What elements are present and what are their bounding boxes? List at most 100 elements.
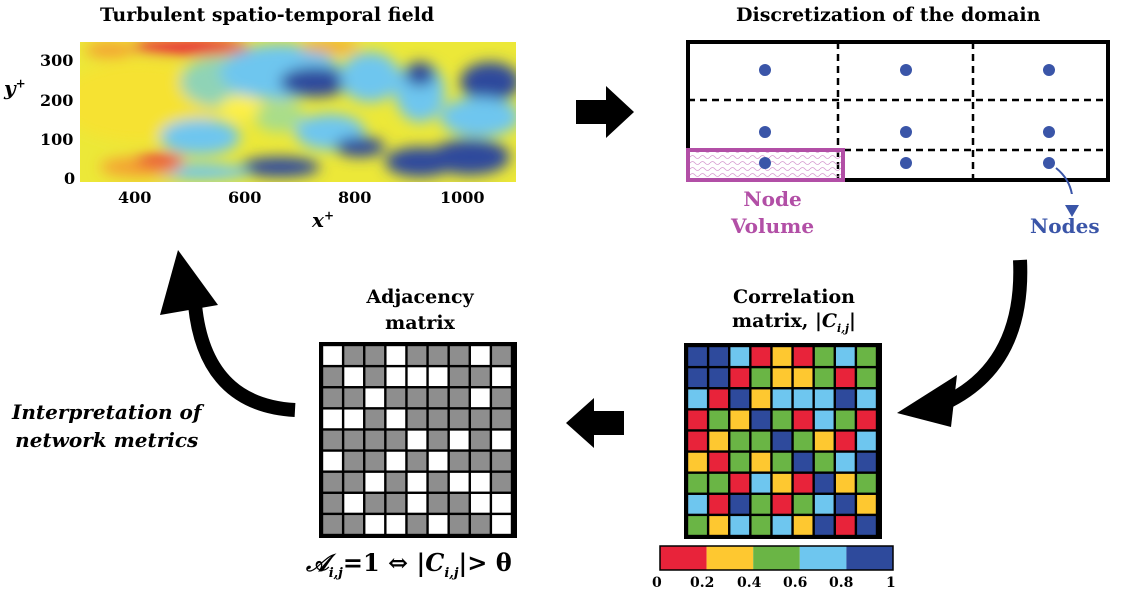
turbulent-field-image (80, 42, 516, 182)
correlation-cell (688, 431, 707, 451)
adjacency-cell (407, 430, 427, 450)
correlation-cell (772, 431, 792, 451)
adjacency-cell (407, 388, 427, 408)
adjacency-cell (492, 346, 511, 365)
x-tick: 1000 (440, 188, 485, 207)
adjacency-cell (449, 367, 469, 387)
correlation-cell (835, 473, 855, 493)
correlation-cell (709, 452, 729, 472)
adjacency-cell (449, 493, 469, 513)
adjacency-cell (492, 515, 511, 534)
adjacency-cell (449, 388, 469, 408)
adjacency-cell (323, 493, 342, 513)
correlation-cell (814, 431, 834, 451)
correlation-cell (793, 494, 813, 514)
correlation-cell (814, 389, 834, 409)
adjacency-cell (492, 388, 511, 408)
correlation-cell (709, 494, 729, 514)
correlation-cell (688, 473, 707, 493)
adjacency-cell (323, 451, 342, 471)
correlation-cell (709, 389, 729, 409)
nodes-label: Nodes (1030, 214, 1100, 238)
correlation-cell (793, 389, 813, 409)
adjacency-cell (365, 515, 385, 534)
adjacency-cell (470, 409, 490, 429)
correlation-cell (793, 473, 813, 493)
correlation-cell (835, 389, 855, 409)
adjacency-cell (407, 493, 427, 513)
adjacency-cell (365, 430, 385, 450)
adjacency-cell (470, 430, 490, 450)
colorbar-tick: 1 (886, 575, 896, 591)
colorbar-tick: 0 (652, 575, 662, 591)
correlation-cell (772, 516, 792, 535)
adjacency-cell (344, 367, 364, 387)
colorbar-tick: 0.2 (690, 575, 715, 591)
correlation-cell (751, 410, 771, 430)
correlation-cell (709, 368, 729, 388)
adjacency-cell (323, 346, 342, 365)
adjacency-cell (492, 409, 511, 429)
adjacency-cell (470, 515, 490, 534)
adjacency-matrix (319, 342, 517, 538)
correlation-cell (730, 473, 750, 493)
adjacency-cell (492, 430, 511, 450)
correlation-cell (814, 494, 834, 514)
correlation-cell (793, 431, 813, 451)
correlation-cell (709, 410, 729, 430)
adjacency-cell (323, 472, 342, 492)
y-tick: 300 (40, 51, 74, 70)
arrow-right-icon (576, 86, 634, 138)
adjacency-cell (449, 430, 469, 450)
y-axis-label: y+ (4, 76, 26, 100)
adjacency-cell (428, 367, 448, 387)
colorbar-segment (846, 546, 893, 570)
adjacency-cell (492, 493, 511, 513)
adjacency-cell (365, 472, 385, 492)
correlation-cell (814, 452, 834, 472)
correlation-cell (835, 410, 855, 430)
correlation-cell (709, 473, 729, 493)
correlation-matrix (684, 343, 882, 539)
adjacency-cell (344, 388, 364, 408)
correlation-cell (730, 516, 750, 535)
correlation-cell (688, 452, 707, 472)
correlation-cell (835, 452, 855, 472)
adjacency-cell (386, 472, 406, 492)
adjacency-cell (323, 367, 342, 387)
correlation-cell (835, 347, 855, 366)
correlation-cell (814, 347, 834, 366)
correlation-cell (730, 389, 750, 409)
adjacency-cell (323, 430, 342, 450)
node-volume-label: Node Volume (731, 187, 815, 238)
x-tick: 600 (228, 188, 262, 207)
correlation-cell (857, 410, 876, 430)
adjacency-cell (386, 409, 406, 429)
domain-grid (686, 40, 1110, 194)
correlation-cell (688, 347, 707, 366)
correlation-cell (857, 452, 876, 472)
correlation-cell (709, 347, 729, 366)
adjacency-cell (407, 367, 427, 387)
colorbar-segment (706, 546, 754, 570)
adjacency-cell (323, 515, 342, 534)
correlation-title: Correlation matrix, |Ci,j| (732, 286, 856, 335)
adjacency-cell (492, 367, 511, 387)
correlation-cell (772, 473, 792, 493)
correlation-cell (857, 494, 876, 514)
colorbar-segment (660, 546, 707, 570)
adjacency-cell (470, 472, 490, 492)
adjacency-cell (386, 388, 406, 408)
correlation-cell (688, 410, 707, 430)
x-axis-label: x+ (312, 208, 334, 232)
adjacency-cell (386, 451, 406, 471)
adjacency-cell (428, 346, 448, 365)
correlation-cell (793, 410, 813, 430)
correlation-cell (772, 347, 792, 366)
correlation-cell (835, 431, 855, 451)
adjacency-cell (470, 346, 490, 365)
adjacency-cell (386, 493, 406, 513)
correlation-cell (814, 368, 834, 388)
correlation-cell (730, 410, 750, 430)
adjacency-cell (407, 451, 427, 471)
